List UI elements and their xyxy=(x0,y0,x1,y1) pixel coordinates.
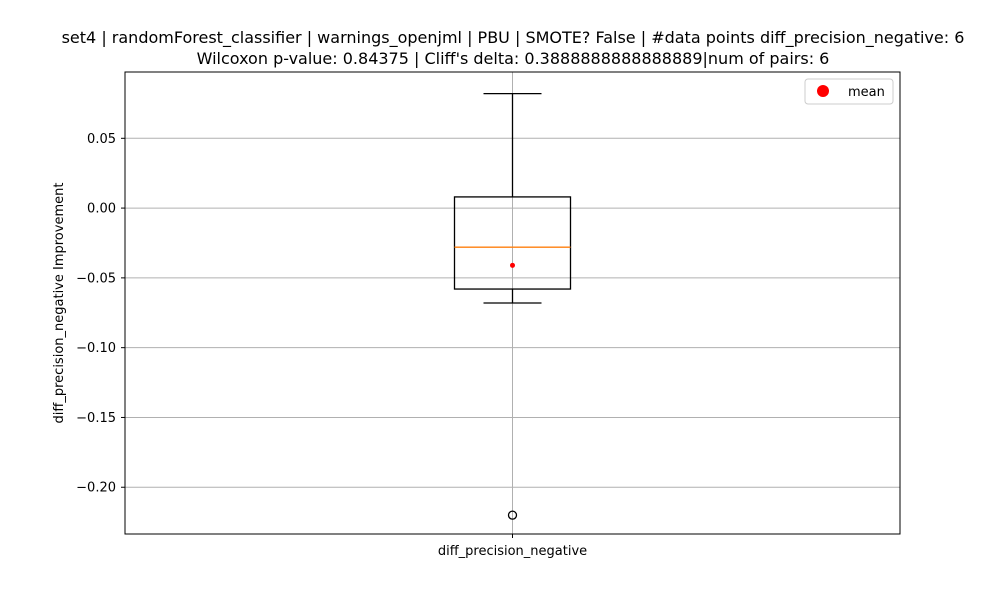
mean-marker xyxy=(510,262,515,268)
y-tick-label: −0.15 xyxy=(76,411,116,426)
outlier-point xyxy=(507,510,518,520)
box-elements xyxy=(453,92,572,520)
y-axis-label: diff_precision_negative Improvement xyxy=(52,183,67,424)
y-tick-label: 0.05 xyxy=(87,132,116,147)
y-tick-label: −0.10 xyxy=(76,341,116,356)
legend-frame xyxy=(804,78,894,105)
y-tick-label: −0.05 xyxy=(76,271,116,286)
legend-mean-label: mean xyxy=(848,85,885,100)
y-axis-ticks: 0.05 0.00 −0.05 −0.10 −0.15 −0.20 diff_precisi… xyxy=(76,132,587,559)
y-tick-label: −0.20 xyxy=(76,481,116,496)
legend: mean xyxy=(804,78,894,105)
x-tick-label: diff_precision_negative xyxy=(438,544,587,559)
interquartile-box xyxy=(453,196,572,290)
chart-title-line-1: set4 | randomForest_classifier | warning… xyxy=(62,28,965,48)
y-tick-label: 0.00 xyxy=(87,202,116,217)
chart-title-line-2: Wilcoxon p-value: 0.84375 | Cliff's delt… xyxy=(197,49,830,68)
plot-area-frame xyxy=(124,71,901,535)
legend-mean-marker xyxy=(817,85,829,97)
